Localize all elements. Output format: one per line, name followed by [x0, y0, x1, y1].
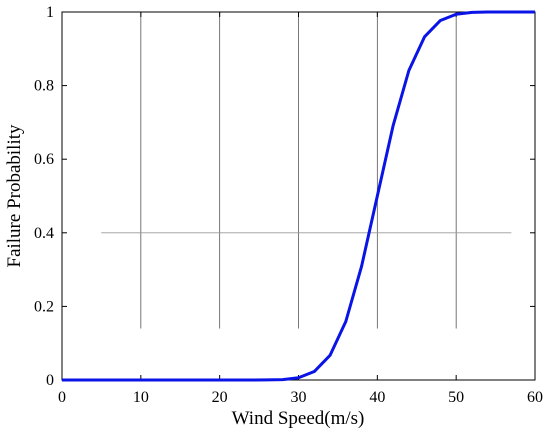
x-tick-label: 40 [369, 389, 385, 406]
x-tick-label: 50 [448, 389, 464, 406]
x-tick-label: 60 [527, 389, 543, 406]
y-tick-label: 0.6 [34, 151, 54, 168]
y-tick-label: 0.2 [34, 298, 54, 315]
y-tick-label: 0.8 [34, 78, 54, 95]
y-tick-label: 1 [46, 4, 54, 21]
x-tick-label: 0 [58, 389, 66, 406]
y-tick-label: 0 [46, 372, 54, 389]
x-axis-label: Wind Speed(m/s) [232, 408, 365, 429]
x-tick-label: 30 [291, 389, 307, 406]
y-axis-label: Failure Probability [4, 124, 25, 268]
data-line [62, 10, 535, 382]
x-tick-label: 20 [212, 389, 228, 406]
y-tick-label: 0.4 [34, 225, 54, 242]
x-tick-label: 10 [133, 389, 149, 406]
